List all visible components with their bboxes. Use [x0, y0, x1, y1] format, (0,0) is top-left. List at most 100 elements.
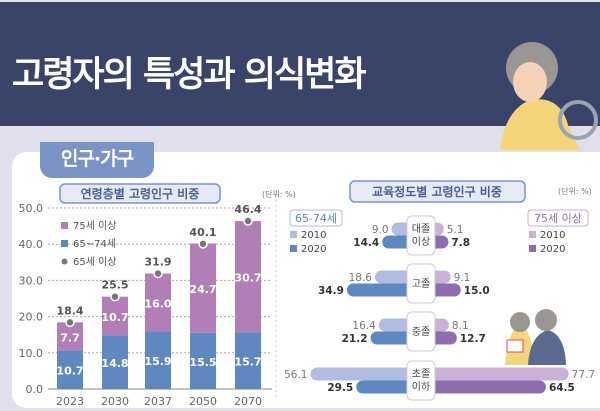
x-tick-label: 2030: [101, 395, 129, 408]
edu-bar-label: 34.9: [318, 285, 344, 297]
point-label-65-plus: 18.4: [56, 304, 83, 317]
chart-title: 교육정도별 고령인구 비중: [372, 184, 502, 199]
grandpa-body: [528, 330, 566, 365]
point-65-plus: [110, 291, 120, 302]
bar-label-75-plus: 7.7: [60, 331, 80, 344]
x-tick-label: 2023: [56, 395, 84, 408]
point-65-plus: [65, 317, 75, 328]
legend-swatch: [61, 240, 68, 247]
grandpa-head: [535, 309, 557, 331]
bar-label-75-plus: 30.7: [234, 272, 261, 285]
edu-bar-label: 56.1: [284, 369, 307, 381]
edu-bar-label: 8.1: [452, 320, 469, 332]
category-label: 이하: [412, 380, 430, 393]
point-label-65-plus: 40.1: [189, 226, 216, 239]
bar-label-65-74: 10.7: [56, 365, 83, 378]
edu-bar-label: 7.8: [451, 237, 470, 249]
unit-label: (단위: %): [558, 186, 592, 196]
grandmother-face: [513, 62, 547, 102]
category-box: [406, 311, 436, 352]
edu-bar-label: 16.4: [352, 320, 376, 332]
edu-bar-label: 9.1: [454, 272, 471, 284]
x-tick-label: 2037: [144, 395, 172, 408]
header-banner: 고령자의 특성과 의식변화: [0, 2, 600, 126]
legend-label: 2020: [540, 244, 565, 255]
legend-swatch: [529, 231, 536, 238]
group-badge-65-74: [289, 209, 343, 227]
legend-label: 65세 이상: [73, 256, 117, 268]
bar-label-75-plus: 16.0: [144, 297, 171, 310]
edu-bar-label: 5.1: [447, 224, 464, 236]
edu-bar-label: 21.2: [342, 333, 368, 345]
edu-bar-label: 12.7: [460, 333, 486, 345]
unit-label: (단위: %): [262, 189, 296, 199]
bar-75-plus: [235, 221, 261, 333]
edu-bar-label: 64.5: [549, 382, 575, 394]
section-tab: 인구·가구: [40, 142, 154, 178]
bar-label-65-74: 15.5: [189, 356, 216, 369]
bar-label-75-plus: 24.7: [189, 283, 216, 296]
group-badge-75-plus: [527, 209, 589, 227]
x-tick-label: 2050: [189, 395, 217, 408]
edu-bar-label: 18.6: [349, 272, 373, 284]
legend-swatch: [290, 245, 297, 252]
legend-swatch: [529, 245, 536, 252]
point-65-plus: [153, 268, 163, 279]
bar-75-plus: [190, 243, 216, 333]
category-label: 이상: [412, 236, 430, 248]
bar-65-74: [190, 332, 216, 389]
group-label-65-74: 65-74세: [295, 212, 337, 225]
legend-swatch: [290, 231, 297, 238]
y-tick-label: 40.0: [19, 238, 44, 251]
group-label-75-plus: 75세 이상: [534, 212, 582, 225]
edu-bar-label: 77.7: [572, 369, 595, 381]
point-label-65-plus: 46.4: [234, 203, 261, 216]
bar-65-74: [235, 332, 261, 389]
point-65-plus: [198, 239, 208, 249]
page-title: 고령자의 특성과 의식변화: [12, 55, 367, 95]
bar-65-74: [102, 335, 128, 389]
x-tick-label: 2070: [234, 395, 262, 408]
edu-bar: [356, 380, 421, 394]
category-label: 초졸: [412, 368, 430, 380]
edu-bar: [346, 283, 421, 297]
edu-bar-label: 29.5: [327, 382, 353, 394]
category-label: 고졸: [412, 278, 430, 290]
y-tick-label: 30.0: [19, 274, 44, 287]
category-label: 대졸: [412, 223, 430, 235]
chart-title-box: [349, 180, 526, 203]
edu-bar-label: 14.4: [353, 237, 379, 249]
chart-title: 연령층별 고령인구 비중: [81, 186, 200, 201]
category-box: [406, 360, 436, 401]
y-tick-label: 20.0: [19, 311, 44, 324]
edu-bar-label: 9.0: [372, 224, 389, 236]
point-65-plus: [243, 216, 253, 226]
legend-label: 75세 이상: [73, 220, 117, 232]
category-box: [406, 263, 436, 304]
category-label: 중졸: [412, 326, 430, 338]
y-tick-label: 0.0: [26, 383, 44, 396]
legend-swatch: [61, 222, 68, 229]
bar-65-74: [145, 331, 171, 389]
bar-label-65-74: 15.7: [234, 356, 261, 369]
edu-bar: [421, 367, 569, 381]
house-icon: [506, 339, 524, 353]
chart-title-box: [59, 183, 221, 204]
edu-bar-label: 15.0: [464, 285, 490, 297]
legend-label: 2010: [301, 230, 326, 241]
legend-label: 65~74세: [73, 238, 116, 250]
grandma-head: [510, 312, 530, 332]
legend-swatch: [61, 258, 68, 265]
point-label-65-plus: 31.9: [144, 256, 171, 269]
bar-label-65-74: 14.8: [101, 357, 128, 370]
bar-65-74: [57, 350, 83, 389]
legend-label: 2010: [540, 230, 565, 241]
y-tick-label: 50.0: [19, 202, 44, 215]
edu-bar: [421, 380, 546, 394]
y-tick-label: 10.0: [19, 347, 44, 360]
point-label-65-plus: 25.5: [101, 279, 128, 292]
bar-label-65-74: 15.9: [144, 355, 171, 368]
magnifier-icon: [558, 100, 598, 140]
